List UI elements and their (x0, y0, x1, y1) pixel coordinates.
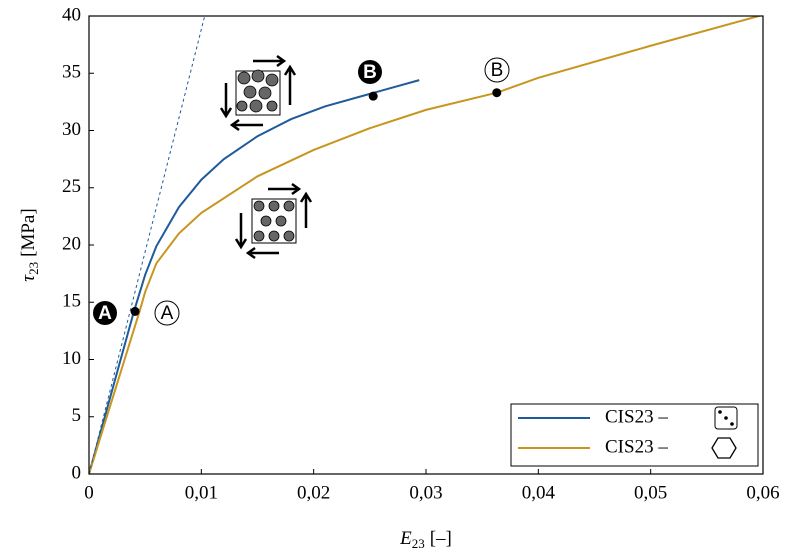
y-tick-label: 40 (62, 4, 81, 25)
legend-icon (711, 437, 737, 459)
y-tick-label: 30 (62, 119, 81, 140)
x-axis-label-subscript: 23 (412, 536, 425, 551)
annotation: B (363, 62, 377, 83)
x-axis-label-symbol: E (399, 528, 412, 549)
annotation-badge (358, 60, 382, 84)
series-line (89, 16, 763, 474)
legend-label: CIS23 – (605, 436, 668, 457)
y-axis-label-symbol: τ (18, 274, 39, 282)
micrograph-random (219, 54, 297, 132)
plot: 0 0,01 0,02 0,03 0,04 0,05 0,06 0 5 10 15 20 25 30 35 4… (18, 4, 779, 551)
x-tick-label: 0,06 (746, 482, 779, 503)
x-tick-label: 0 (84, 482, 94, 503)
point (130, 306, 140, 316)
x-axis-label-unit: [–] (430, 528, 452, 549)
annotation-badge (154, 300, 180, 326)
y-tick-label: 15 (62, 291, 81, 312)
axes-frame (88, 15, 764, 475)
x-tick-label: 0,05 (634, 482, 667, 503)
x-tick-label: 0,03 (409, 482, 442, 503)
x-tick-label: 0,01 (185, 482, 218, 503)
y-axis-label-subscript: 23 (26, 262, 41, 275)
annotation-badge (93, 301, 117, 325)
y-tick-label: 10 (62, 348, 81, 369)
x-axis-label: E23 [–] (399, 528, 452, 551)
x-tick-label: 0,02 (297, 482, 330, 503)
y-tick-label: 5 (72, 405, 82, 426)
legend-label: CIS23 – (605, 406, 668, 427)
y-axis-label: τ23 [MPa] (18, 208, 41, 281)
y-tick-label: 0 (72, 462, 82, 483)
annotation: A (161, 303, 174, 324)
annotation: A (98, 303, 112, 324)
tangent-line (89, 16, 206, 474)
legend: CIS23 – CIS23 – (510, 403, 759, 467)
point (368, 91, 378, 101)
annotation: B (491, 60, 504, 81)
x-tick-label: 0,04 (522, 482, 556, 503)
micrograph-hexagonal (234, 182, 313, 260)
annotation-badge (484, 57, 510, 83)
y-axis-label-unit: [MPa] (18, 208, 39, 257)
point (492, 88, 502, 98)
series-line (89, 79, 420, 474)
annotations: A A B B (93, 57, 510, 326)
y-tick-label: 20 (62, 233, 81, 254)
y-tick-label: 25 (62, 176, 81, 197)
y-tick-label: 35 (62, 62, 81, 83)
